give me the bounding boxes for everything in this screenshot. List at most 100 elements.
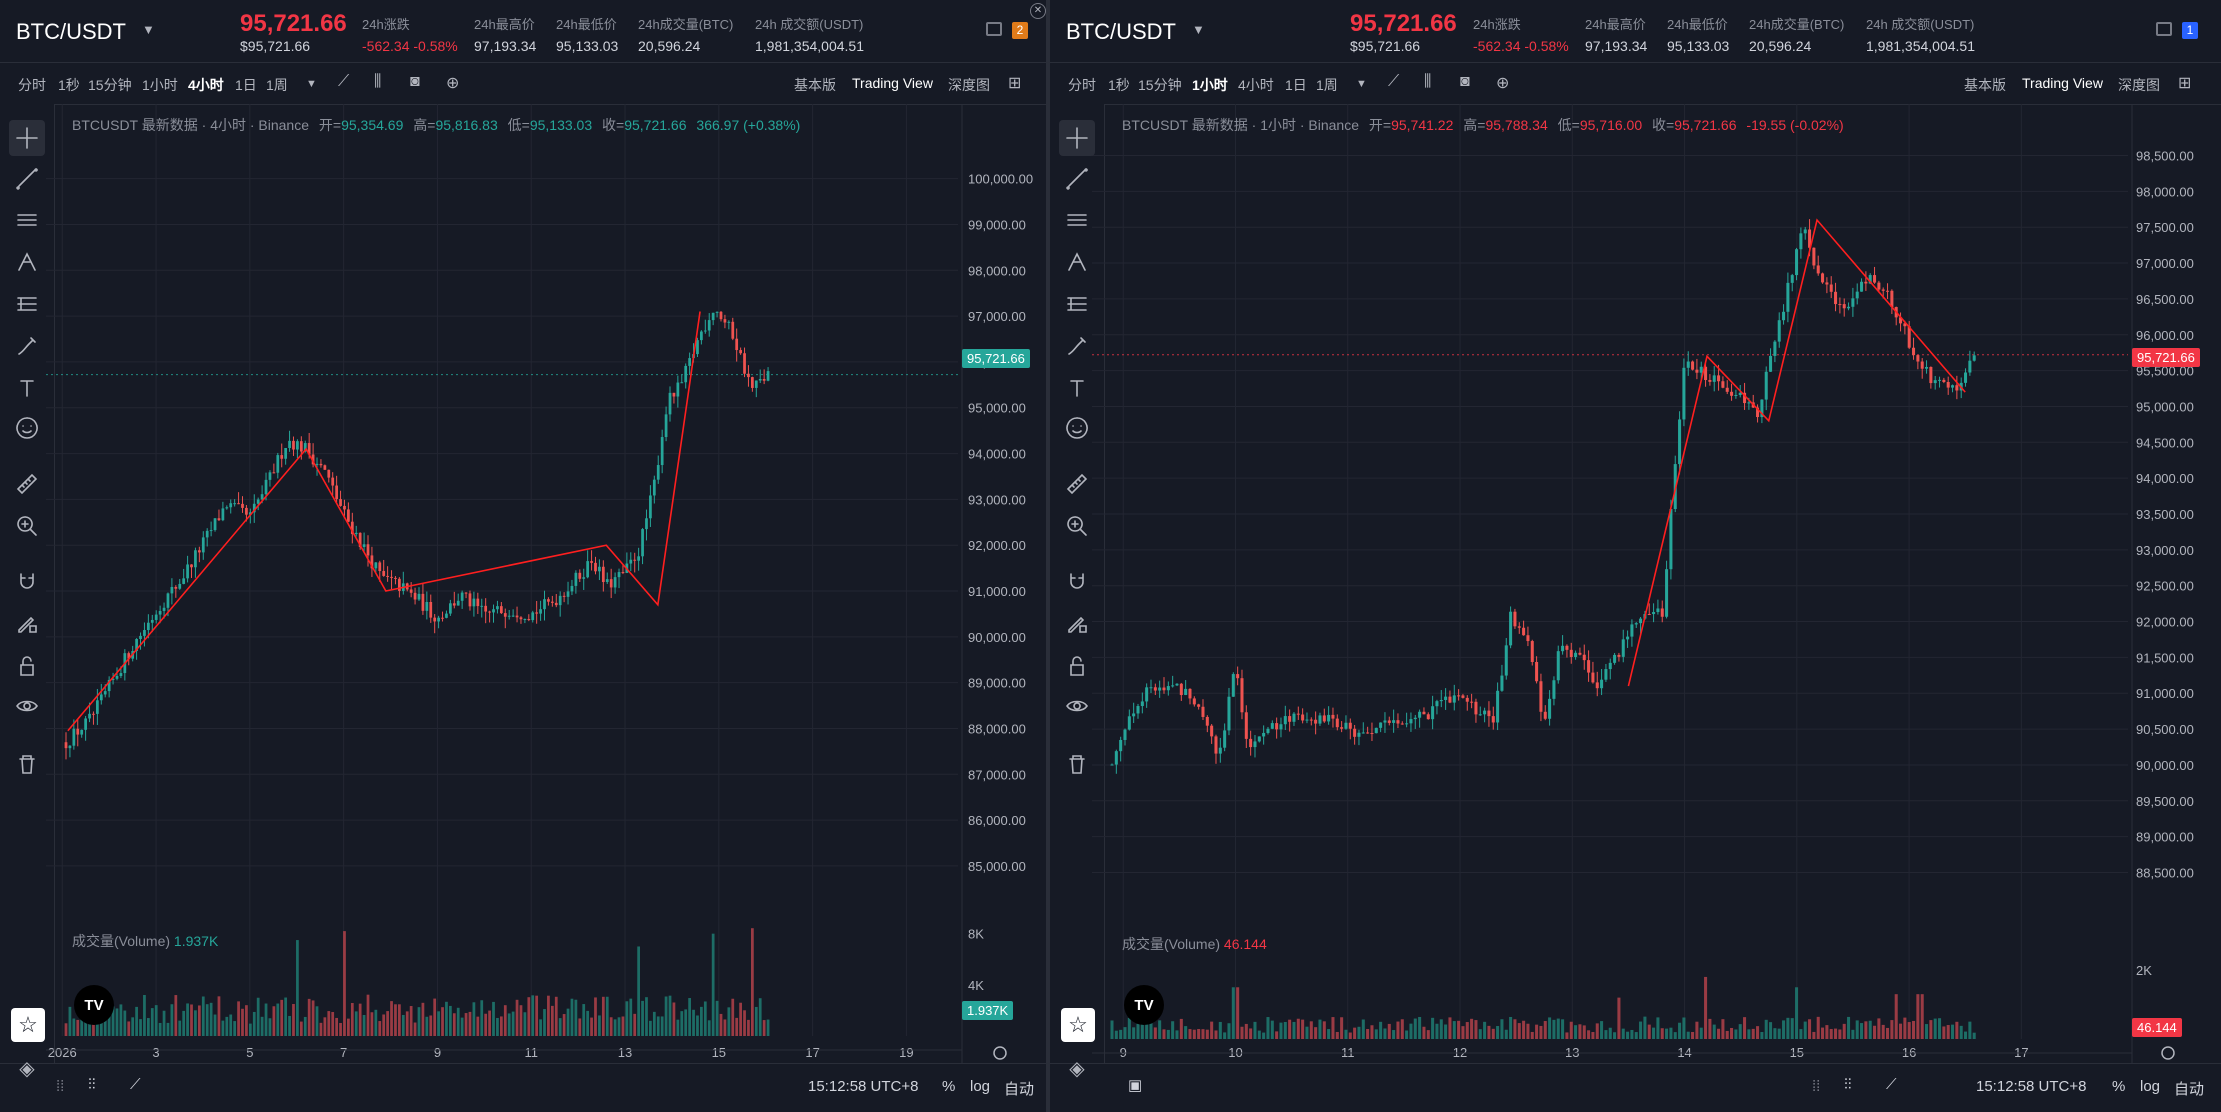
- auto-toggle[interactable]: 自动: [1004, 1081, 1035, 1098]
- trendline-icon[interactable]: [1050, 162, 1104, 194]
- drag-handle-icon[interactable]: ⁞⁞: [56, 1078, 65, 1095]
- log-toggle[interactable]: log: [970, 1078, 991, 1095]
- crosshair-icon[interactable]: [0, 120, 54, 156]
- pitchfork-icon[interactable]: [1050, 246, 1104, 278]
- trendline-icon[interactable]: [0, 162, 54, 194]
- settings-icon[interactable]: [993, 1046, 1007, 1060]
- tab-timeframe-active[interactable]: 1小时: [1192, 77, 1228, 93]
- view-option[interactable]: 深度图: [948, 77, 990, 93]
- tab-timeframe[interactable]: 1小时: [142, 77, 178, 93]
- chart-type-icon[interactable]: ⫼: [1424, 73, 1432, 90]
- percent-toggle[interactable]: %: [2112, 1078, 2126, 1095]
- add-icon[interactable]: ⊕: [446, 75, 460, 92]
- tab-timeframe[interactable]: 15分钟: [1138, 77, 1182, 93]
- eye-icon[interactable]: [0, 690, 54, 722]
- tab-timeframe-active[interactable]: 4小时: [188, 77, 224, 93]
- zoom-in-icon[interactable]: [1050, 510, 1104, 542]
- indicator-icon[interactable]: ⟋: [1388, 73, 1400, 90]
- lock-icon[interactable]: [986, 22, 1002, 36]
- candle: [754, 380, 758, 388]
- camera-icon[interactable]: ◙: [1460, 73, 1470, 90]
- zoom-in-icon[interactable]: [0, 510, 54, 542]
- tab-timeframe[interactable]: 1秒: [1108, 77, 1130, 93]
- auto-toggle[interactable]: 自动: [2174, 1081, 2205, 1098]
- text-icon[interactable]: [1050, 372, 1104, 404]
- fib-icon[interactable]: [1050, 288, 1104, 320]
- trash-icon[interactable]: [1050, 748, 1104, 780]
- chart-type-icon[interactable]: ⫼: [374, 73, 382, 90]
- symbol-name[interactable]: BTC/USDT: [16, 19, 126, 44]
- trendline-icon[interactable]: ⟋: [130, 1076, 141, 1093]
- settings-icon[interactable]: [2161, 1046, 2175, 1060]
- compare-icon[interactable]: ⫶⫶: [1844, 1076, 1852, 1093]
- brush-icon[interactable]: [0, 330, 54, 362]
- trash-icon[interactable]: [0, 748, 54, 780]
- layout-badge[interactable]: 1: [2182, 22, 2198, 39]
- percent-toggle[interactable]: %: [942, 1078, 956, 1095]
- lock-icon[interactable]: [2156, 22, 2172, 36]
- layers-icon[interactable]: ◈: [1069, 1057, 1085, 1080]
- star-icon[interactable]: ☆: [11, 1008, 45, 1042]
- candle: [1379, 722, 1383, 728]
- pencil-lock-icon[interactable]: [1050, 608, 1104, 640]
- tab-timeframe[interactable]: 分时: [18, 77, 46, 93]
- price-chart[interactable]: 100,000.0099,000.0098,000.0097,000.0096,…: [0, 104, 1046, 1064]
- tab-timeframe[interactable]: 15分钟: [88, 77, 132, 93]
- layers-icon[interactable]: ◈: [19, 1057, 35, 1080]
- panel-divider[interactable]: [1046, 0, 1050, 1112]
- layout-grid-icon[interactable]: ⊞: [2178, 75, 2192, 92]
- close-icon[interactable]: ✕: [1030, 3, 1046, 19]
- fib-icon[interactable]: [0, 288, 54, 320]
- tab-timeframe[interactable]: 1日: [235, 77, 257, 93]
- drag-handle-icon[interactable]: ⁞⁞: [1812, 1078, 1821, 1095]
- pencil-lock-icon[interactable]: [0, 608, 54, 640]
- symbol-name[interactable]: BTC/USDT: [1066, 19, 1176, 44]
- log-toggle[interactable]: log: [2140, 1078, 2161, 1095]
- chevron-down-icon[interactable]: ▼: [1356, 78, 1367, 90]
- chevron-down-icon[interactable]: ▼: [1192, 22, 1205, 37]
- unlock-icon[interactable]: [1050, 650, 1104, 682]
- view-option[interactable]: 基本版: [1964, 77, 2006, 93]
- tab-timeframe[interactable]: 分时: [1068, 77, 1096, 93]
- parallel-lines-icon[interactable]: [1050, 204, 1104, 236]
- parallel-lines-icon[interactable]: [0, 204, 54, 236]
- ruler-icon[interactable]: [0, 468, 54, 500]
- clock-time[interactable]: 15:12:58 UTC+8: [808, 1078, 919, 1095]
- price-chart[interactable]: 98,500.00 98,000.00 97,500.00 97,000.00 96,5…: [1050, 104, 2221, 1064]
- view-option-active[interactable]: Trading View: [852, 75, 933, 91]
- tab-timeframe[interactable]: 1周: [266, 77, 288, 93]
- view-option[interactable]: 基本版: [794, 77, 836, 93]
- pitchfork-icon[interactable]: [0, 246, 54, 278]
- tradingview-logo[interactable]: TV: [1124, 985, 1164, 1025]
- tab-timeframe[interactable]: 1日: [1285, 77, 1307, 93]
- layout-badge[interactable]: 2: [1012, 22, 1028, 39]
- chevron-down-icon[interactable]: ▼: [306, 78, 317, 90]
- layout-grid-icon[interactable]: ⊞: [1008, 75, 1022, 92]
- smile-icon[interactable]: [0, 412, 54, 444]
- crosshair-icon[interactable]: [1050, 120, 1104, 156]
- volume-bar: [264, 1003, 268, 1036]
- tab-timeframe[interactable]: 1周: [1316, 77, 1338, 93]
- text-icon[interactable]: [0, 372, 54, 404]
- view-option-active[interactable]: Trading View: [2022, 75, 2103, 91]
- compare-icon[interactable]: ⫶⫶: [88, 1076, 96, 1093]
- star-icon[interactable]: ☆: [1061, 1008, 1095, 1042]
- tab-timeframe[interactable]: 4小时: [1238, 77, 1274, 93]
- eye-icon[interactable]: [1050, 690, 1104, 722]
- view-option[interactable]: 深度图: [2118, 77, 2160, 93]
- trendline-icon[interactable]: ⟋: [1886, 1076, 1897, 1093]
- unlock-icon[interactable]: [0, 650, 54, 682]
- indicator-icon[interactable]: ⟋: [338, 73, 350, 90]
- camera-icon[interactable]: ◙: [410, 73, 420, 90]
- add-icon[interactable]: ⊕: [1496, 75, 1510, 92]
- chevron-down-icon[interactable]: ▼: [142, 22, 155, 37]
- tradingview-logo[interactable]: TV: [74, 985, 114, 1025]
- magnet-icon[interactable]: [1050, 566, 1104, 598]
- calendar-icon[interactable]: ▣: [1128, 1077, 1143, 1094]
- clock-time[interactable]: 15:12:58 UTC+8: [1976, 1078, 2087, 1095]
- brush-icon[interactable]: [1050, 330, 1104, 362]
- ruler-icon[interactable]: [1050, 468, 1104, 500]
- smile-icon[interactable]: [1050, 412, 1104, 444]
- magnet-icon[interactable]: [0, 566, 54, 598]
- tab-timeframe[interactable]: 1秒: [58, 77, 80, 93]
